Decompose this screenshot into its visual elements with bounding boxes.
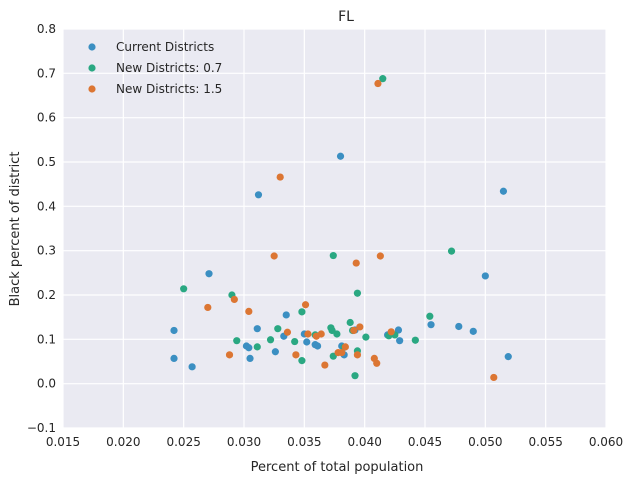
y-tick-label: 0.7 [37, 66, 56, 80]
y-tick-label: 0.0 [37, 377, 56, 391]
legend-marker [88, 85, 96, 93]
scatter-point [276, 173, 284, 181]
y-tick-label: 0.6 [37, 111, 56, 125]
scatter-point [373, 359, 381, 367]
legend-label: New Districts: 1.5 [116, 82, 222, 96]
scatter-point [233, 337, 241, 345]
scatter-point [317, 330, 325, 338]
scatter-point [321, 361, 329, 369]
x-tick-labels: 0.015 0.020 0.025 0.030 0.035 0.040 0.045 0.050… [46, 435, 623, 449]
y-tick-label: −0.1 [27, 421, 56, 435]
scatter-point [204, 303, 212, 312]
y-tick-label: 0.1 [37, 332, 56, 346]
scatter-point [292, 351, 300, 359]
series-3 [204, 79, 498, 382]
scatter-point [338, 349, 346, 357]
scatter-point [341, 343, 349, 351]
scatter-point [314, 342, 322, 350]
scatter-point [376, 252, 384, 260]
x-tick-label: 0.050 [468, 435, 502, 449]
scatter-point [490, 373, 498, 382]
legend-marker [88, 43, 96, 51]
scatter-point [352, 259, 360, 267]
scatter-point [351, 372, 359, 380]
y-tick-labels: −0.1 0.0 0.1 0.2 0.3 0.4 0.5 0.6 0.7 0.8 [27, 22, 56, 435]
scatter-point [254, 191, 263, 199]
scatter-point [426, 312, 434, 320]
x-axis-label: Percent of total population [251, 460, 424, 475]
scatter-point [329, 251, 337, 260]
y-tick-label: 0.5 [37, 155, 56, 169]
scatter-point [379, 75, 387, 83]
x-tick-label: 0.030 [227, 435, 261, 449]
x-tick-label: 0.020 [106, 435, 140, 449]
scatter-point [283, 328, 292, 336]
scatter-point [188, 363, 196, 371]
scatter-point [274, 325, 282, 333]
y-tick-label: 0.4 [37, 199, 56, 213]
scatter-point [350, 326, 358, 335]
scatter-point [282, 311, 290, 319]
plot-area [63, 29, 606, 428]
scatter-point [253, 343, 261, 351]
x-tick-label: 0.040 [347, 435, 381, 449]
scatter-point [253, 325, 261, 333]
scatter-point [225, 351, 234, 359]
grid-lines [62, 28, 607, 429]
legend-marker [88, 64, 96, 72]
scatter-point [455, 322, 463, 331]
scatter-point [387, 328, 395, 336]
x-tick-label: 0.045 [408, 435, 442, 449]
scatter-point [291, 337, 299, 346]
scatter-point [353, 289, 362, 297]
scatter-point [180, 285, 188, 293]
scatter-point [245, 344, 253, 352]
y-tick-label: 0.2 [37, 288, 56, 302]
scatter-point [230, 295, 238, 304]
legend-label: New Districts: 0.7 [116, 61, 222, 75]
scatter-point [205, 270, 213, 278]
scatter-point [270, 252, 278, 260]
chart-title: FL [338, 9, 354, 25]
scatter-point [447, 247, 456, 255]
scatter-point [362, 333, 370, 341]
scatter-point [356, 323, 364, 331]
series-1 [170, 152, 512, 371]
scatter-point [303, 338, 311, 346]
scatter-point [481, 272, 489, 280]
y-tick-label: 0.8 [37, 22, 56, 36]
scatter-point [499, 187, 508, 195]
scatter-point [170, 326, 178, 335]
x-tick-label: 0.025 [166, 435, 200, 449]
scatter-point [374, 79, 382, 88]
x-tick-label: 0.055 [528, 435, 562, 449]
scatter-point [170, 354, 178, 362]
scatter-point [246, 354, 254, 362]
scatter-point [346, 318, 354, 327]
scatter-point [469, 327, 477, 335]
scatter-point [504, 353, 512, 361]
scatter-point [301, 301, 310, 309]
scatter-point [304, 330, 312, 338]
x-tick-label: 0.015 [46, 435, 80, 449]
y-axis-label: Black percent of district [8, 152, 23, 307]
scatter-point [333, 330, 341, 338]
legend-label: Current Districts [116, 40, 214, 54]
scatter-point [336, 152, 345, 160]
x-tick-label: 0.060 [589, 435, 623, 449]
y-tick-label: 0.3 [37, 244, 56, 258]
scatter-point [298, 357, 306, 365]
data-points [170, 75, 512, 382]
scatter-point [353, 351, 362, 359]
scatter-point [266, 336, 275, 344]
scatter-point [396, 337, 404, 345]
scatter-point [411, 336, 419, 344]
scatter-point [427, 321, 435, 329]
x-tick-label: 0.035 [287, 435, 321, 449]
scatter-point [245, 307, 253, 316]
scatter-point [271, 348, 279, 356]
scatter-point [298, 308, 306, 316]
legend: Current Districts New Districts: 0.7 New D… [88, 40, 222, 96]
